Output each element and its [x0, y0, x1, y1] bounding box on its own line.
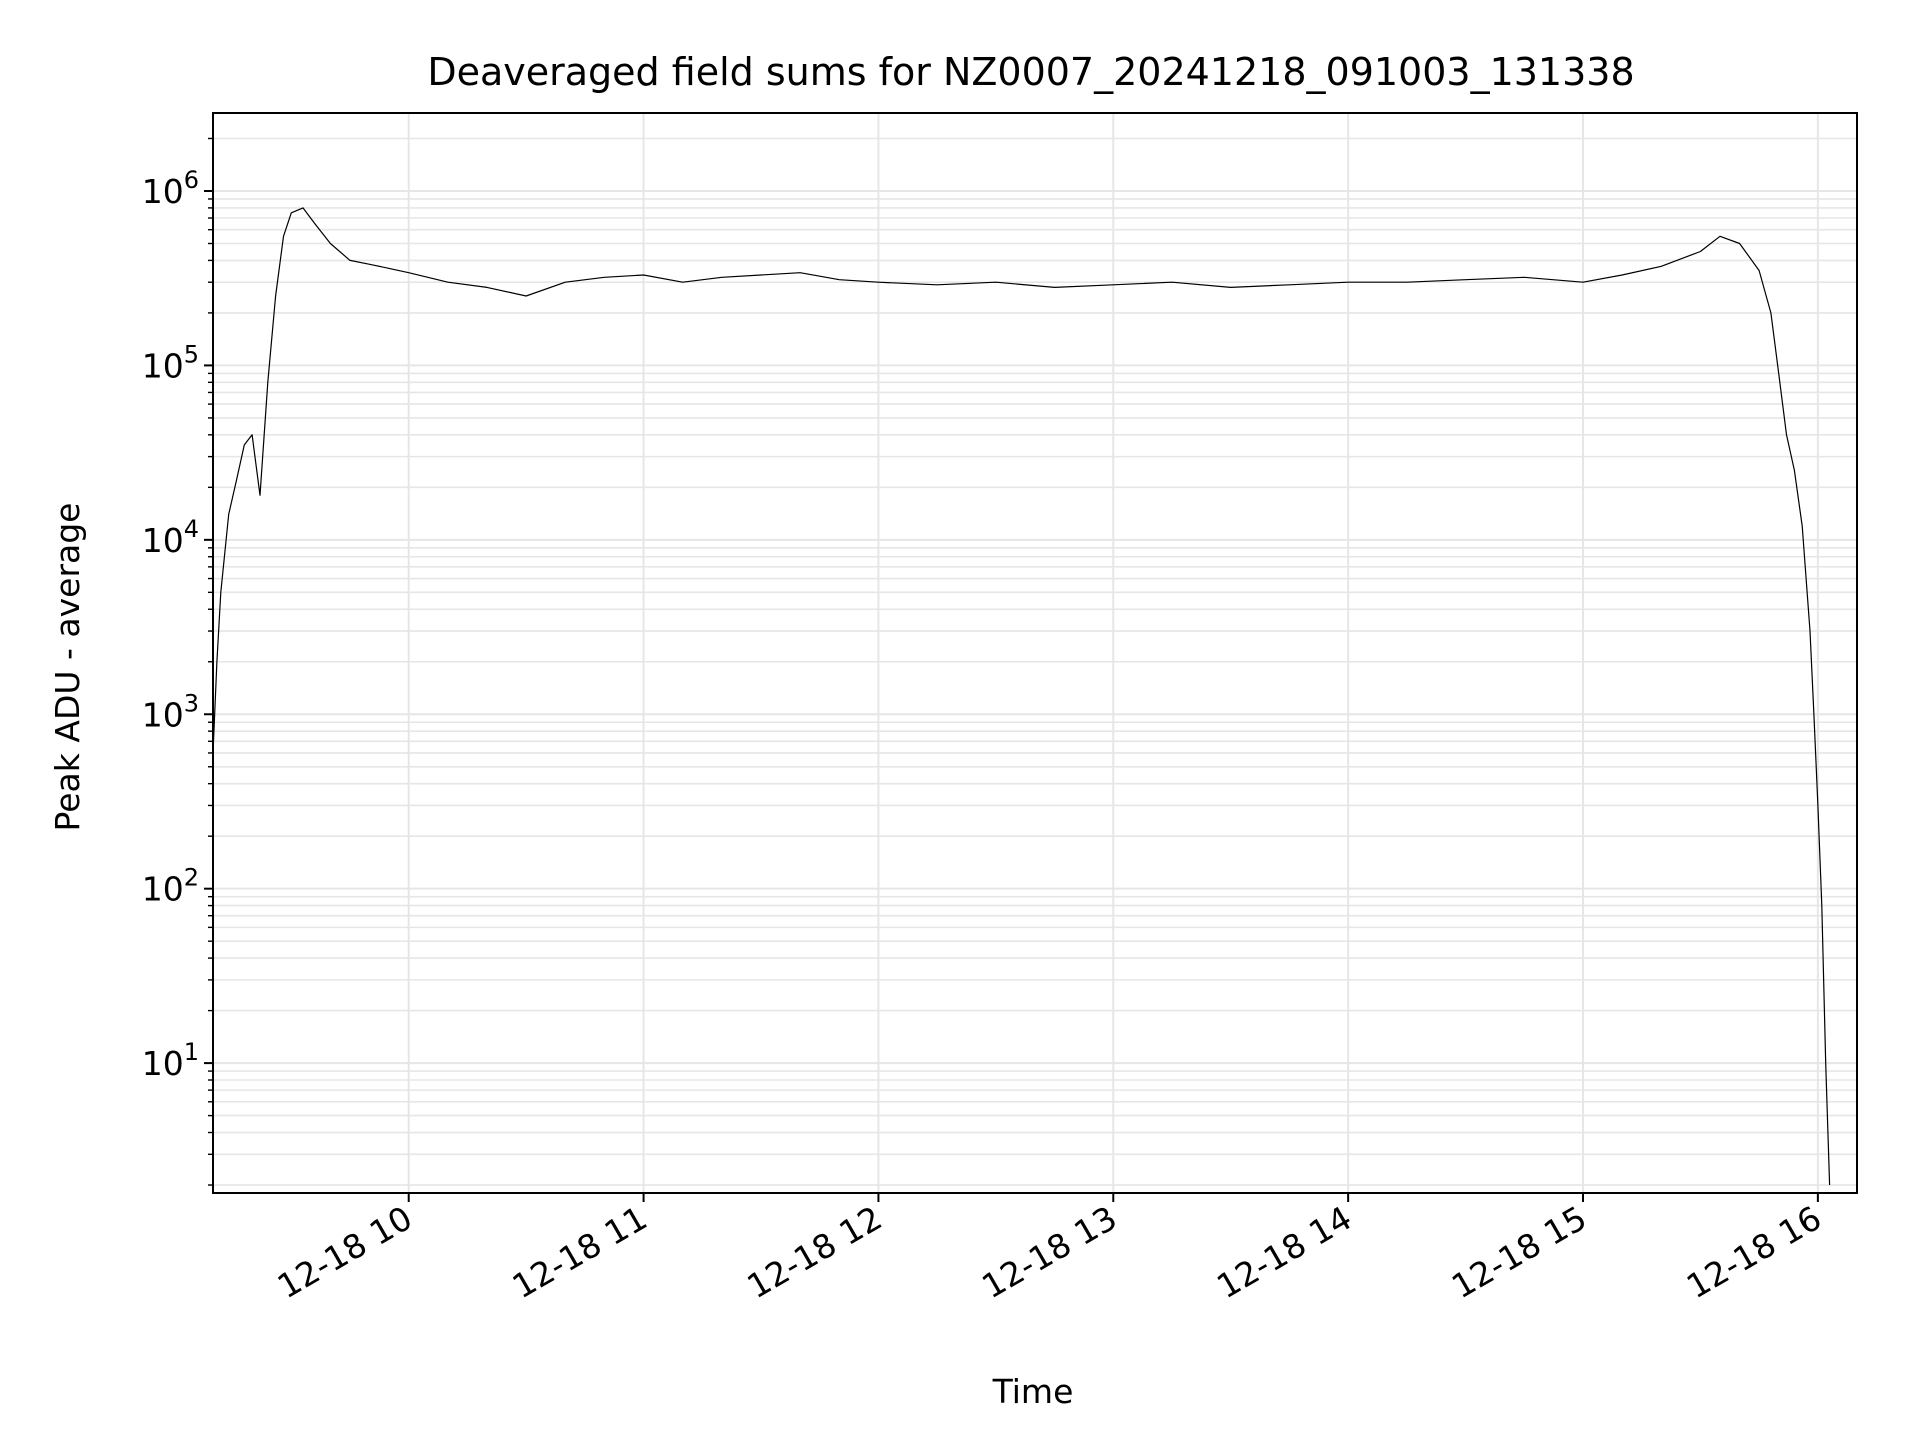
y-tick-exponent: 6: [184, 166, 199, 194]
y-axis-label: Peak ADU - average: [48, 503, 87, 832]
series-line: [212, 207, 1831, 1186]
y-tick-exponent: 4: [184, 515, 199, 543]
plot-frame: [212, 112, 1858, 1194]
y-tick-exponent: 5: [184, 340, 199, 368]
x-axis-label: Time: [992, 1372, 1074, 1411]
y-tick-exponent: 3: [184, 689, 199, 717]
y-tick-exponent: 2: [184, 864, 199, 892]
y-tick-exponent: 1: [184, 1038, 199, 1066]
y-tick-label: 102: [142, 864, 199, 909]
y-tick-label: 104: [142, 515, 199, 560]
chart-title: Deaveraged field sums for NZ0007_2024121…: [427, 50, 1634, 94]
